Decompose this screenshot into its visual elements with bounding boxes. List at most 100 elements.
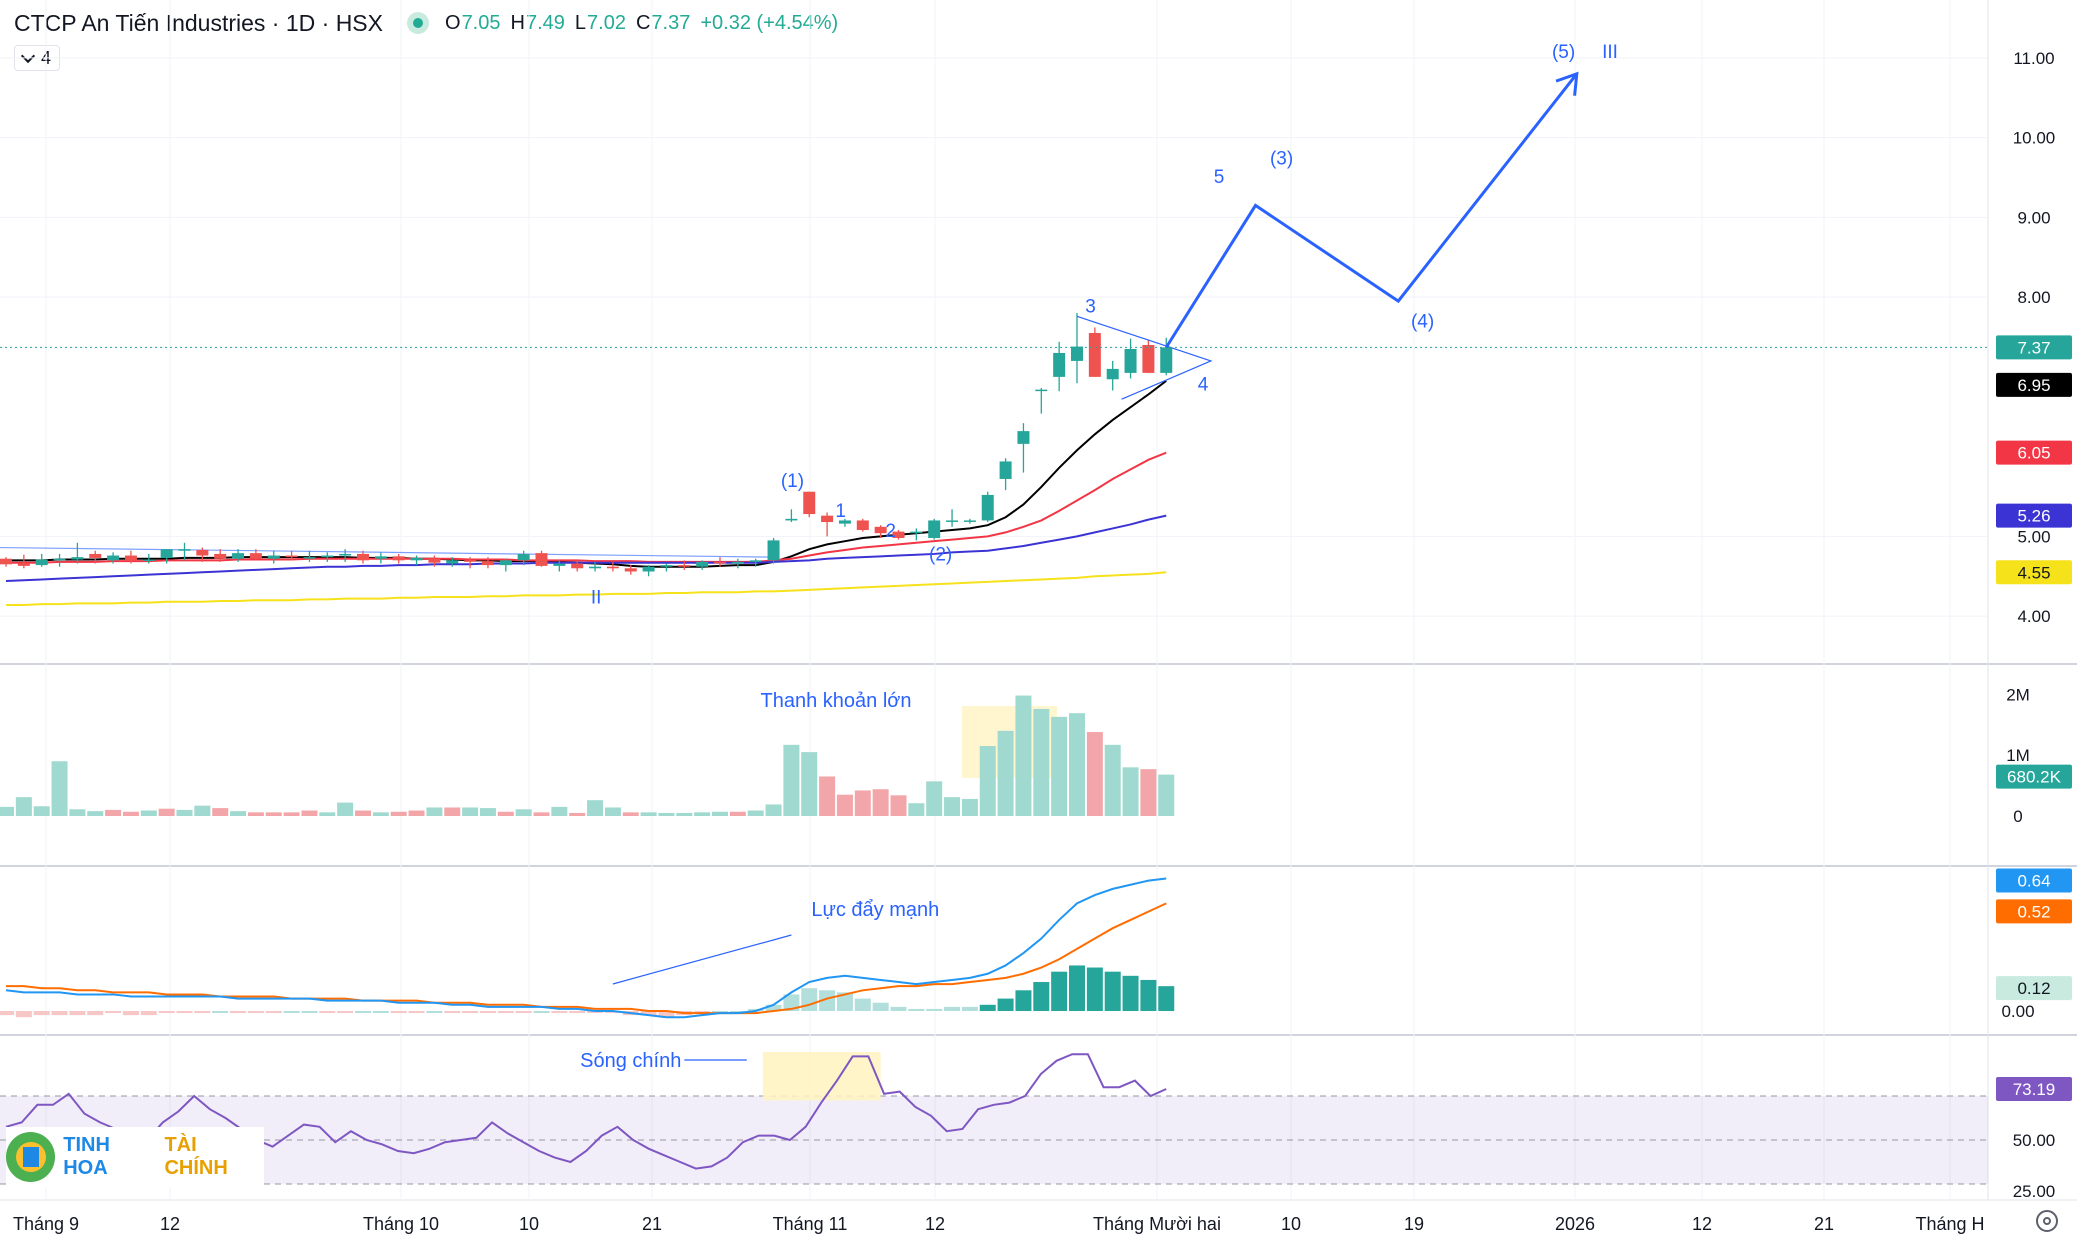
macd-histogram-bar [51, 1011, 68, 1016]
moving-average-line [6, 451, 1167, 564]
volume-bar [194, 805, 211, 816]
volume-bar [1140, 769, 1157, 816]
macd-histogram-bar [1086, 967, 1103, 1011]
time-axis-label: 12 [160, 1214, 180, 1234]
wave-label: 5 [1214, 167, 1225, 188]
volume-bar [908, 803, 925, 816]
macd-histogram-bar [87, 1011, 104, 1016]
volume-bar [872, 789, 889, 816]
candle-body [267, 555, 280, 559]
volume-tick-label: 2M [2006, 685, 2030, 704]
candle-body [785, 518, 798, 521]
volume-bar [247, 812, 264, 816]
candle-body [35, 559, 48, 566]
macd-histogram-bar [1122, 975, 1139, 1011]
logo-text-gold: TÀI CHÍNH [164, 1134, 228, 1179]
symbol-title[interactable]: CTCP An Tiến Industries · 1D · HSX [14, 9, 383, 36]
macd-histogram-bar [604, 1011, 621, 1014]
macd-value-label: 0.64 [2017, 872, 2050, 891]
macd-histogram-bar [33, 1011, 50, 1016]
macd-histogram-bar [158, 1011, 175, 1014]
wave-label: (5) [1552, 42, 1575, 63]
volume-bar [51, 761, 68, 816]
macd-histogram-bar [390, 1011, 407, 1014]
candle-body [1160, 347, 1173, 373]
macd-histogram-bar [944, 1006, 961, 1011]
wave-label: (1) [781, 471, 804, 492]
macd-histogram-bar [1140, 979, 1157, 1011]
volume-bar [801, 752, 818, 816]
volume-bar [569, 812, 586, 816]
macd-histogram-bar [1069, 965, 1085, 1011]
volume-tick-label: 0 [2013, 807, 2022, 826]
macd-histogram-bar [426, 1011, 443, 1013]
candle-body [714, 561, 726, 564]
signal-line [6, 902, 1167, 1015]
candle-body [1088, 333, 1101, 377]
volume-bar [319, 812, 336, 816]
volume-bar [854, 790, 871, 816]
volume-bar [694, 812, 711, 816]
macd-histogram-bar [444, 1011, 461, 1014]
volume-bar [819, 776, 836, 816]
macd-histogram-bar [230, 1011, 247, 1014]
macd-histogram-bar [836, 992, 853, 1011]
candle-body [1106, 368, 1119, 380]
volume-bar [390, 811, 407, 816]
volume-last-label-bg [1996, 764, 2072, 789]
volume-bar [87, 811, 104, 816]
candle-body [464, 560, 477, 562]
settings-gear-icon[interactable] [2036, 1210, 2058, 1232]
brand-logo: TINH HOA TÀI CHÍNH [6, 1127, 264, 1187]
volume-bar [515, 809, 532, 816]
volume-bar [533, 812, 550, 816]
signal-value-label-bg [1996, 899, 2072, 924]
candle-body [178, 549, 191, 551]
macd-histogram-bar [569, 1011, 586, 1014]
rsi-value-label-bg [1996, 1076, 2072, 1101]
volume-bar [729, 811, 746, 816]
chart-header: CTCP An Tiến Industries · 1D · HSX O7.05… [14, 8, 848, 38]
volume-bar [426, 807, 443, 816]
candle-body [946, 520, 959, 522]
volume-bar [1033, 708, 1050, 816]
rsi-line [5, 1053, 1167, 1170]
volume-bar [979, 746, 996, 816]
time-axis-label: Tháng 9 [13, 1214, 79, 1234]
volume-bar [1122, 767, 1139, 816]
candle-body [321, 555, 334, 558]
triangle-pattern [1076, 315, 1213, 400]
volume-bar [355, 810, 371, 816]
volume-bar [1086, 732, 1103, 816]
volume-bar [1015, 695, 1032, 816]
rsi-tick-label: 25.00 [2013, 1182, 2056, 1201]
macd-histogram-bar [372, 1011, 389, 1013]
macd-histogram-bar [355, 1011, 371, 1013]
volume-bar [105, 809, 122, 816]
macd-annotation: Lực đẩy mạnh [811, 899, 939, 921]
wave-label: (2) [929, 544, 952, 565]
candle-body [142, 559, 155, 562]
candle-body [446, 560, 459, 564]
candle-body [17, 563, 30, 566]
volume-bar [0, 806, 14, 816]
moving-average-line [6, 380, 1167, 568]
volume-bar [176, 809, 193, 816]
macd-histogram-bar [0, 1011, 14, 1016]
time-axis-label: Tháng 10 [363, 1214, 439, 1234]
candle-body [1142, 344, 1155, 373]
candle-body [999, 461, 1012, 479]
price-tick-label: 11.00 [2013, 49, 2054, 68]
wave-label: 2 [885, 521, 896, 542]
candle-body [303, 557, 316, 559]
volume-bar [158, 808, 175, 816]
time-axis-label: 21 [1814, 1214, 1834, 1234]
macd-histogram-bar [301, 1011, 318, 1013]
macd-histogram-bar [212, 1011, 229, 1013]
macd-histogram-bar [729, 1011, 746, 1013]
macd-histogram-bar [908, 1008, 925, 1011]
candle-body [196, 549, 209, 556]
ma-value-label: 5.26 [2017, 507, 2050, 526]
macd-histogram-bar [497, 1011, 514, 1014]
